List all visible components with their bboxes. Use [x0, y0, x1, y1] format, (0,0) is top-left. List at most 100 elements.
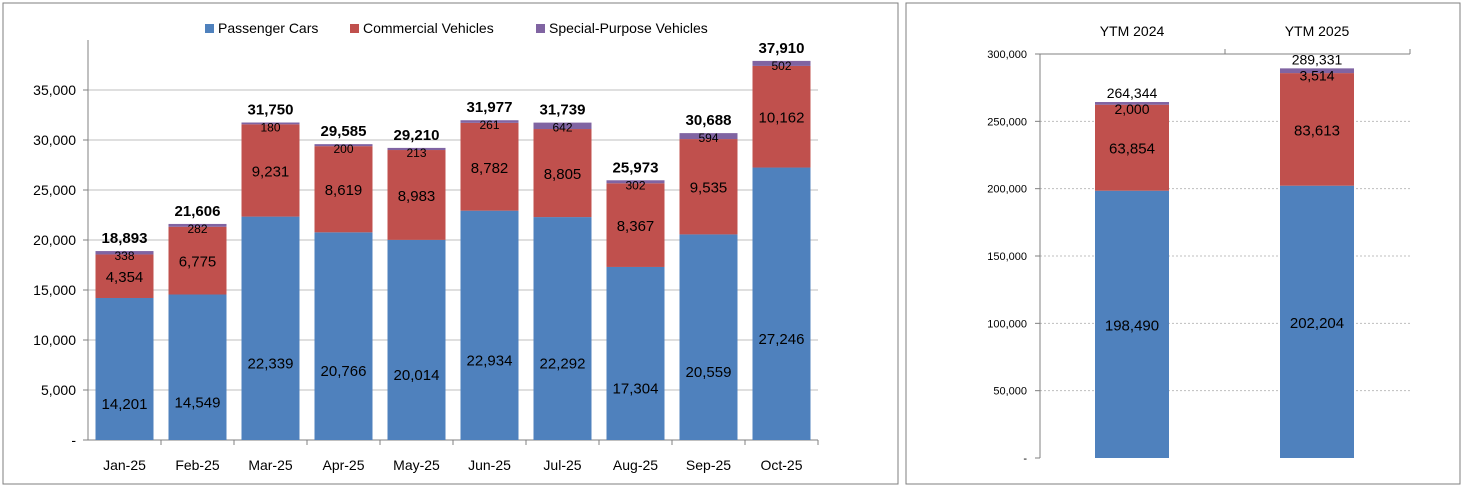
- special-bar-segment: [679, 133, 738, 140]
- monthly-chart: - 5,000 10,000 15,000 20,000 25,000 30,000 35,0…: [2, 2, 899, 485]
- x-tick-label: YTM 2024: [1100, 23, 1165, 39]
- special-bar-segment: [95, 251, 154, 255]
- y-tick-label: 5,000: [41, 382, 76, 398]
- legend-swatch: [536, 24, 545, 33]
- special-value-label: 642: [552, 121, 572, 135]
- passenger-value-label: 22,934: [467, 352, 513, 369]
- commercial-value-label: 10,162: [759, 110, 805, 127]
- legend-label: Special-Purpose Vehicles: [549, 20, 708, 36]
- special-value-label: 2,000: [1114, 101, 1149, 117]
- commercial-bar-segment: [533, 129, 592, 218]
- x-tick-label: Oct-25: [760, 457, 802, 473]
- y-tick-label: 50,000: [993, 386, 1027, 398]
- passenger-bar-segment: [1280, 185, 1354, 458]
- ytm-chart-panel: - 50,000 100,000 150,000 200,000 250,000 300,0…: [904, 0, 1465, 492]
- y-tick-label: -: [71, 432, 76, 448]
- total-value-label: 31,977: [467, 99, 513, 116]
- special-value-label: 502: [771, 59, 791, 73]
- ytm-chart-border: [905, 2, 1461, 485]
- passenger-bar-segment: [679, 234, 738, 440]
- commercial-bar-segment: [241, 124, 300, 217]
- passenger-value-label: 14,201: [102, 396, 148, 413]
- total-value-label: 31,739: [540, 102, 586, 119]
- x-tick-label: Apr-25: [322, 457, 364, 473]
- passenger-bar-segment: [387, 239, 446, 440]
- y-tick-label: -: [1023, 453, 1027, 465]
- passenger-bar-segment: [1095, 190, 1169, 458]
- passenger-bar-segment: [606, 266, 665, 440]
- legend-swatch: [205, 24, 214, 33]
- x-tick-label: May-25: [393, 457, 440, 473]
- special-bar-segment: [1095, 102, 1169, 105]
- passenger-value-label: 14,549: [175, 394, 221, 411]
- commercial-bar-segment: [606, 183, 665, 267]
- commercial-value-label: 8,619: [325, 182, 363, 199]
- total-value-label: 37,910: [759, 40, 805, 57]
- special-bar-segment: [168, 223, 227, 227]
- total-value-label: 18,893: [102, 230, 148, 247]
- special-bar-segment: [752, 60, 811, 66]
- passenger-value-label: 17,304: [613, 380, 659, 397]
- passenger-bar-segment: [95, 297, 154, 440]
- x-tick-label: Aug-25: [613, 457, 658, 473]
- passenger-value-label: 27,246: [759, 331, 805, 348]
- commercial-bar-segment: [95, 254, 154, 298]
- x-tick-label: Feb-25: [175, 457, 220, 473]
- special-value-label: 302: [625, 178, 645, 192]
- commercial-bar-segment: [314, 146, 373, 233]
- special-value-label: 338: [114, 249, 134, 263]
- x-tick-label: Jul-25: [543, 457, 581, 473]
- y-tick-label: 35,000: [33, 82, 76, 98]
- special-value-label: 213: [406, 146, 426, 160]
- special-bar-segment: [460, 120, 519, 123]
- special-value-label: 282: [187, 222, 207, 236]
- passenger-bar-segment: [168, 294, 227, 440]
- total-value-label: 29,210: [394, 127, 440, 144]
- ytm-chart: - 50,000 100,000 150,000 200,000 250,000 300,0…: [905, 2, 1461, 485]
- passenger-value-label: 198,490: [1105, 317, 1159, 334]
- special-bar-segment: [1280, 68, 1354, 74]
- total-value-label: 29,585: [321, 123, 367, 140]
- commercial-value-label: 4,354: [106, 269, 144, 286]
- y-tick-label: 250,000: [987, 116, 1027, 128]
- commercial-value-label: 8,983: [398, 188, 436, 205]
- total-value-label: 21,606: [175, 203, 221, 220]
- passenger-bar-segment: [314, 232, 373, 440]
- x-tick-label: YTM 2025: [1285, 23, 1350, 39]
- passenger-value-label: 20,014: [394, 367, 440, 384]
- total-value-label: 264,344: [1107, 85, 1158, 101]
- monthly-chart-panel: - 5,000 10,000 15,000 20,000 25,000 30,000 35,0…: [2, 2, 899, 485]
- y-tick-label: 150,000: [987, 251, 1027, 263]
- special-value-label: 594: [698, 131, 718, 145]
- y-tick-label: 20,000: [33, 232, 76, 248]
- commercial-value-label: 9,231: [252, 163, 290, 180]
- y-tick-label: 300,000: [987, 49, 1027, 61]
- commercial-bar-segment: [679, 139, 738, 235]
- legend-label: Commercial Vehicles: [363, 20, 494, 36]
- total-value-label: 289,331: [1292, 51, 1343, 67]
- commercial-value-label: 8,367: [617, 218, 655, 235]
- x-tick-label: Sep-25: [686, 457, 731, 473]
- y-tick-label: 15,000: [33, 282, 76, 298]
- total-value-label: 30,688: [686, 112, 732, 129]
- special-bar-segment: [533, 122, 592, 130]
- x-tick-label: Mar-25: [248, 457, 293, 473]
- commercial-bar-segment: [1095, 104, 1169, 191]
- commercial-bar-segment: [387, 150, 446, 240]
- special-value-label: 3,514: [1299, 67, 1334, 83]
- special-bar-segment: [606, 180, 665, 184]
- passenger-value-label: 20,559: [686, 364, 732, 381]
- passenger-bar-segment: [241, 216, 300, 440]
- x-tick-label: Jun-25: [468, 457, 511, 473]
- commercial-value-label: 83,613: [1294, 122, 1340, 139]
- commercial-value-label: 6,775: [179, 254, 217, 271]
- passenger-bar-segment: [460, 210, 519, 440]
- commercial-value-label: 9,535: [690, 180, 728, 197]
- x-tick-label: Jan-25: [103, 457, 146, 473]
- y-tick-label: 100,000: [987, 318, 1027, 330]
- legend-label: Passenger Cars: [218, 20, 318, 36]
- commercial-value-label: 8,805: [544, 166, 582, 183]
- special-value-label: 261: [479, 118, 499, 132]
- passenger-value-label: 20,766: [321, 363, 367, 380]
- passenger-value-label: 22,292: [540, 356, 586, 373]
